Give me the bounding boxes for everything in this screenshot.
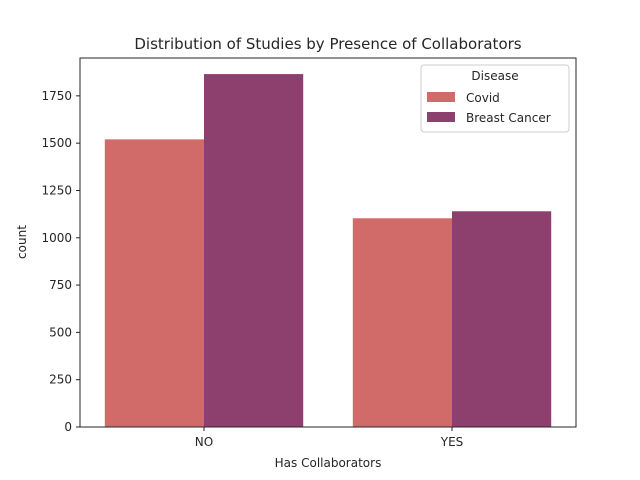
x-tick-label-yes: YES (440, 435, 464, 449)
y-tick-label-1500: 1500 (41, 136, 72, 150)
legend-swatch-breast-cancer (427, 112, 455, 122)
y-tick-label-1000: 1000 (41, 231, 72, 245)
bar-yes-covid (352, 218, 452, 427)
x-axis-ticks: NO YES (195, 427, 463, 449)
legend-entries: Covid Breast Cancer (427, 91, 551, 125)
legend-label-covid: Covid (466, 91, 500, 105)
legend-box (420, 64, 570, 133)
x-axis-label: Has Collaborators (275, 456, 382, 470)
y-tick-label-250: 250 (49, 373, 72, 387)
legend-swatch-covid (427, 92, 455, 102)
legend-label-breast-cancer: Breast Cancer (466, 111, 551, 125)
bar-no-covid (104, 139, 204, 427)
y-tick-label-750: 750 (49, 278, 72, 292)
y-axis-label: count (15, 225, 29, 259)
y-tick-label-1250: 1250 (41, 183, 72, 197)
chart-title: Distribution of Studies by Presence of C… (134, 35, 521, 53)
legend-title: Disease (471, 69, 518, 83)
bars-group (104, 74, 552, 427)
y-tick-label-500: 500 (49, 325, 72, 339)
bar-yes-breast-cancer (452, 211, 552, 427)
bar-no-breast-cancer (204, 74, 304, 427)
y-axis-ticks: 0 250 500 750 1000 1250 1500 1750 (41, 89, 80, 434)
y-tick-label-1750: 1750 (41, 89, 72, 103)
plot-frame (79, 57, 577, 428)
legend: Disease Covid Breast Cancer (420, 64, 570, 133)
y-tick-label-0: 0 (64, 420, 72, 434)
x-tick-label-no: NO (195, 435, 213, 449)
